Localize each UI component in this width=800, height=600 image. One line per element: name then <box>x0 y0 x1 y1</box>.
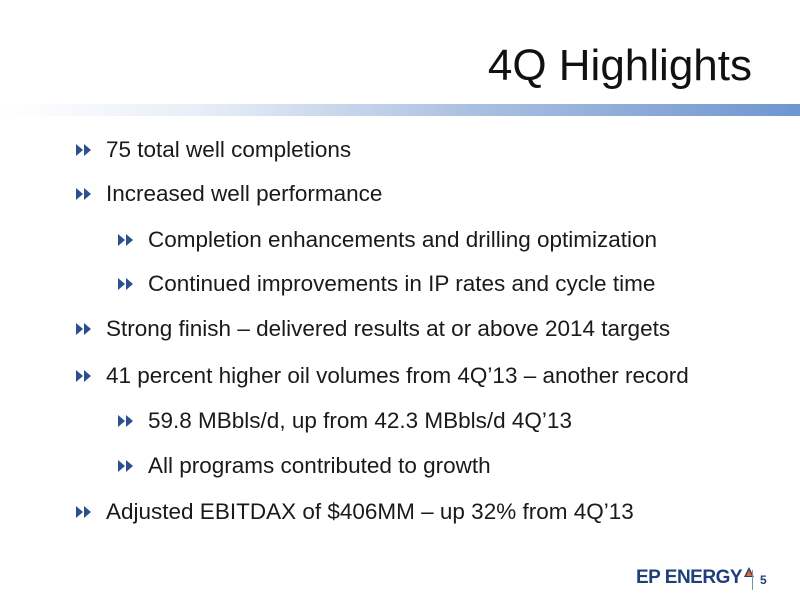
double-chevron-right-icon <box>118 234 133 246</box>
double-chevron-right-icon <box>118 278 133 290</box>
bullet-item: Strong finish – delivered results at or … <box>74 313 670 345</box>
bullet-item: 41 percent higher oil volumes from 4Q’13… <box>74 360 689 392</box>
double-chevron-right-icon <box>76 188 91 200</box>
bullet-text: Strong finish – delivered results at or … <box>106 316 671 341</box>
double-chevron-right-icon <box>76 506 91 518</box>
sub-bullet-item: 59.8 MBbls/d, up from 42.3 MBbls/d 4Q’13 <box>116 405 572 437</box>
bullet-text: Increased well performance <box>106 181 383 206</box>
double-chevron-right-icon <box>76 144 91 156</box>
bullet-text: Continued improvements in IP rates and c… <box>148 271 656 296</box>
bullet-text: Adjusted EBITDAX of $406MM – up 32% from… <box>106 499 634 524</box>
slide-title: 4Q Highlights <box>487 41 752 90</box>
bullet-item: Increased well performance <box>74 178 382 210</box>
double-chevron-right-icon <box>76 370 91 382</box>
title-gradient-rule <box>0 104 800 116</box>
bullet-item: 75 total well completions <box>74 134 351 166</box>
double-chevron-right-icon <box>76 323 91 335</box>
sub-bullet-item: Continued improvements in IP rates and c… <box>116 268 655 300</box>
bullet-item: Adjusted EBITDAX of $406MM – up 32% from… <box>74 496 634 528</box>
bullet-text: All programs contributed to growth <box>148 453 491 478</box>
sub-bullet-item: Completion enhancements and drilling opt… <box>116 224 657 256</box>
bullet-text: 59.8 MBbls/d, up from 42.3 MBbls/d 4Q’13 <box>148 408 572 433</box>
sub-bullet-item: All programs contributed to growth <box>116 450 491 482</box>
double-chevron-right-icon <box>118 415 133 427</box>
double-chevron-right-icon <box>118 460 133 472</box>
bullet-text: 75 total well completions <box>106 137 352 162</box>
bullet-text: Completion enhancements and drilling opt… <box>148 227 658 252</box>
bullet-text: 41 percent higher oil volumes from 4Q’13… <box>106 363 689 388</box>
